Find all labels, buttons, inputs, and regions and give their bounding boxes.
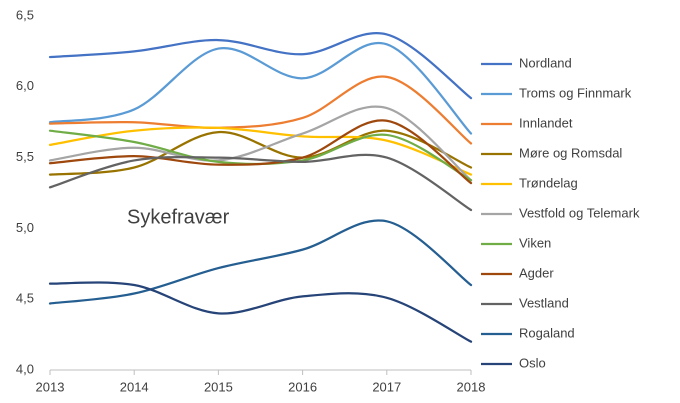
legend-label: Nordland [519,55,572,70]
series-line [48,32,473,100]
annotation-box [120,203,250,233]
series-line [48,105,473,182]
series-line [48,281,473,343]
x-tick-label: 2016 [288,379,317,394]
series-line [48,129,473,176]
legend-label: Troms og Finnmark [519,85,632,100]
series-line [48,126,473,176]
series-line [48,153,473,212]
legend-label: Agder [519,265,554,280]
series-line [48,41,473,135]
legend-label: Møre og Romsdal [519,145,622,160]
legend-label: Vestland [519,295,569,310]
y-tick-label: 5,0 [16,220,34,235]
annotation: Sykefravær [127,206,230,228]
x-tick-label: 2014 [120,379,149,394]
legend-label: Innlandet [519,115,573,130]
y-tick-label: 6,5 [16,7,34,22]
y-tick-label: 5,5 [16,149,34,164]
x-tick-label: 2018 [457,379,486,394]
series-line [48,219,473,305]
y-tick-label: 4,0 [16,361,34,376]
x-tick-label: 2017 [372,379,401,394]
series-line [48,75,473,145]
series-line [48,119,473,185]
legend-label: Rogaland [519,325,575,340]
x-tick-label: 2015 [204,379,233,394]
legend-label: Viken [519,235,551,250]
y-tick-label: 6,0 [16,78,34,93]
legend-label: Trøndelag [519,175,578,190]
legend-label: Vestfold og Telemark [519,205,640,220]
legend-label: Oslo [519,355,546,370]
x-tick-label: 2013 [36,379,65,394]
y-tick-label: 4,5 [16,291,34,306]
